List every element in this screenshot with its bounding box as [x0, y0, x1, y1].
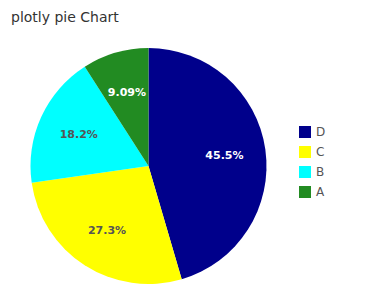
title: plotly pie Chart	[11, 9, 119, 25]
legend-item: A	[299, 185, 325, 199]
legend-item: D	[299, 125, 325, 139]
slice	[85, 48, 149, 166]
data-label: 27.3%	[88, 224, 126, 237]
data-label: 18.2%	[60, 128, 98, 141]
data-label: 9.09%	[108, 86, 146, 99]
legend-label: B	[316, 165, 324, 179]
legend-item: C	[299, 145, 324, 159]
data-label: 45.5%	[205, 149, 243, 162]
legend-swatch	[299, 166, 311, 178]
slice	[32, 166, 182, 284]
legend-swatch	[299, 126, 311, 138]
legend-swatch	[299, 146, 311, 158]
legend-item: B	[299, 165, 324, 179]
chart: plotly pie Chart 45.5% 27.3% 18.2% 9.09% DCBA	[0, 0, 369, 296]
legend-swatch	[299, 186, 311, 198]
legend-label: C	[316, 145, 324, 159]
legend: DCBA	[299, 125, 325, 199]
data-labels: 45.5% 27.3% 18.2% 9.09%	[60, 86, 244, 237]
pie	[30, 48, 266, 284]
legend-label: A	[316, 185, 325, 199]
legend-label: D	[316, 125, 325, 139]
